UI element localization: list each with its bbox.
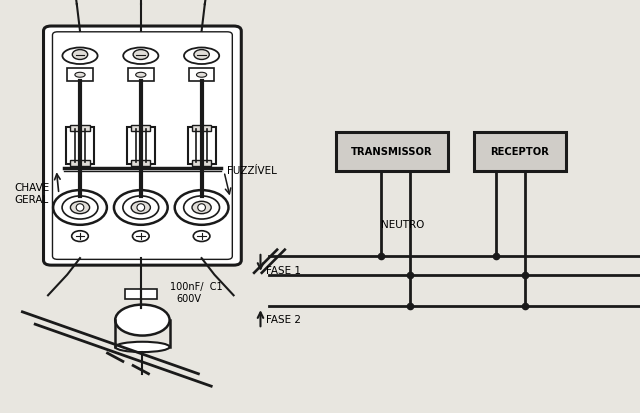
Bar bbox=[189, 68, 214, 81]
Circle shape bbox=[194, 50, 209, 59]
Circle shape bbox=[133, 50, 148, 59]
Bar bbox=[192, 125, 211, 131]
Text: NEUTRO: NEUTRO bbox=[381, 220, 424, 230]
Bar bbox=[128, 68, 154, 81]
Bar bbox=[67, 68, 93, 81]
Circle shape bbox=[184, 196, 220, 219]
FancyBboxPatch shape bbox=[44, 26, 241, 265]
Ellipse shape bbox=[115, 342, 170, 352]
Circle shape bbox=[62, 196, 98, 219]
Ellipse shape bbox=[115, 305, 170, 335]
Ellipse shape bbox=[75, 72, 85, 77]
Text: GERAL: GERAL bbox=[14, 195, 49, 205]
Circle shape bbox=[72, 50, 88, 59]
Ellipse shape bbox=[196, 72, 207, 77]
Bar bbox=[127, 127, 155, 164]
Bar bbox=[188, 127, 216, 164]
Circle shape bbox=[192, 201, 211, 214]
Bar bbox=[474, 132, 566, 171]
Text: FASE 2: FASE 2 bbox=[266, 315, 301, 325]
Circle shape bbox=[131, 201, 150, 214]
Text: 100nF/  C1: 100nF/ C1 bbox=[170, 282, 222, 292]
Circle shape bbox=[70, 201, 90, 214]
Ellipse shape bbox=[137, 204, 145, 211]
Bar bbox=[125, 289, 157, 299]
Circle shape bbox=[193, 231, 210, 242]
Bar bbox=[131, 125, 150, 131]
Circle shape bbox=[175, 190, 228, 225]
Text: RECEPTOR: RECEPTOR bbox=[491, 147, 549, 157]
Text: 600V: 600V bbox=[176, 294, 201, 304]
Ellipse shape bbox=[124, 47, 159, 64]
Circle shape bbox=[123, 196, 159, 219]
Ellipse shape bbox=[184, 47, 219, 64]
Bar bbox=[131, 160, 150, 166]
Text: FASE 1: FASE 1 bbox=[266, 266, 301, 275]
Circle shape bbox=[72, 231, 88, 242]
Text: TRANSMISSOR: TRANSMISSOR bbox=[351, 147, 433, 157]
Text: FUZZÍVEL: FUZZÍVEL bbox=[227, 166, 277, 176]
Ellipse shape bbox=[76, 204, 84, 211]
Bar bbox=[70, 125, 90, 131]
Bar bbox=[336, 132, 448, 171]
Circle shape bbox=[132, 231, 149, 242]
Ellipse shape bbox=[63, 47, 97, 64]
Ellipse shape bbox=[198, 204, 205, 211]
Bar bbox=[70, 160, 90, 166]
Ellipse shape bbox=[136, 72, 146, 77]
Text: CHAVE: CHAVE bbox=[14, 183, 49, 193]
Circle shape bbox=[53, 190, 107, 225]
Bar bbox=[66, 127, 94, 164]
Bar bbox=[192, 160, 211, 166]
Circle shape bbox=[114, 190, 168, 225]
